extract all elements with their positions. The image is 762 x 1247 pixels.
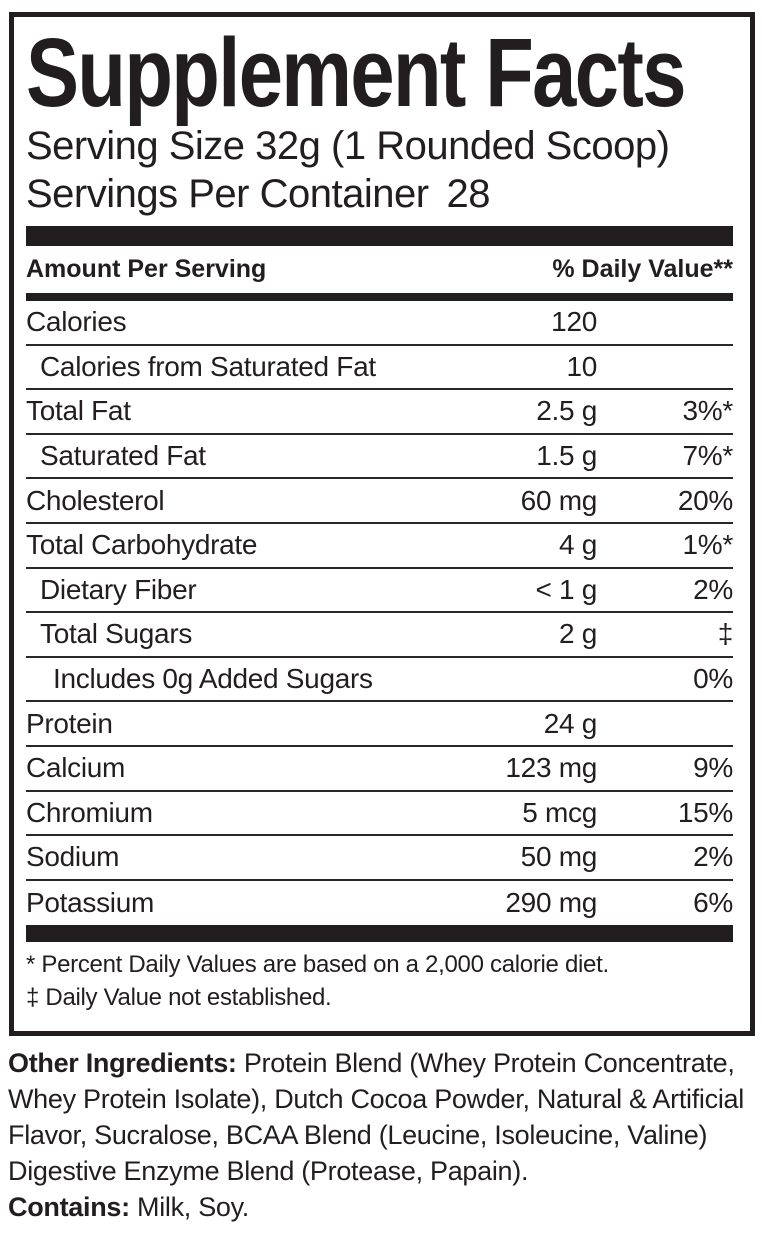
nutrient-daily-value: 2% bbox=[693, 841, 733, 873]
nutrient-daily-value: 1%* bbox=[682, 529, 734, 561]
nutrient-rows: Calories 120 Calories from Saturated Fat 10… bbox=[26, 301, 733, 925]
contains-text: Milk, Soy. bbox=[137, 1192, 250, 1222]
column-header-row: Amount Per Serving % Daily Value** bbox=[26, 246, 733, 293]
nutrient-name: Protein bbox=[26, 707, 113, 739]
thick-divider-bottom bbox=[26, 925, 733, 943]
nutrient-amount: 5 mcg bbox=[522, 796, 597, 828]
nutrient-name: Total Carbohydrate bbox=[26, 529, 258, 561]
amount-per-serving-header: Amount Per Serving bbox=[26, 255, 267, 283]
nutrient-amount: 2.5 g bbox=[536, 395, 597, 427]
table-row: Sodium 50 mg 2% bbox=[26, 836, 733, 881]
nutrient-daily-value: 15% bbox=[677, 796, 733, 828]
nutrient-name: Saturated Fat bbox=[40, 440, 206, 472]
servings-per-container-label: Servings Per Container bbox=[26, 172, 429, 216]
nutrient-name: Includes 0g Added Sugars bbox=[53, 663, 373, 695]
nutrient-name: Potassium bbox=[26, 887, 155, 919]
serving-info: Serving Size 32g (1 Rounded Scoop) Servi… bbox=[26, 122, 733, 218]
table-row: Total Sugars 2 g ‡ bbox=[26, 613, 733, 658]
serving-size: Serving Size 32g (1 Rounded Scoop) bbox=[26, 124, 670, 168]
footnote-dagger: ‡ Daily Value not established. bbox=[26, 984, 332, 1012]
table-row: Chromium 5 mcg 15% bbox=[26, 792, 733, 837]
nutrient-name: Chromium bbox=[26, 796, 153, 828]
other-ingredients-text: Protein Blend (Whey Protein Concentrate,… bbox=[8, 1048, 744, 1186]
nutrient-amount: 60 mg bbox=[520, 484, 598, 516]
nutrient-amount: 24 g bbox=[543, 707, 598, 739]
nutrient-amount: < 1 g bbox=[535, 573, 597, 605]
table-row: Protein 24 g bbox=[26, 702, 733, 747]
nutrient-amount: 2 g bbox=[558, 618, 597, 650]
nutrient-amount: 50 mg bbox=[520, 841, 598, 873]
nutrient-name: Cholesterol bbox=[26, 484, 165, 516]
servings-per-container: Servings Per Container 28 bbox=[26, 170, 733, 218]
nutrient-daily-value: 2% bbox=[693, 573, 733, 605]
nutrient-daily-value: 0% bbox=[693, 663, 733, 695]
table-row: Potassium 290 mg 6% bbox=[26, 881, 733, 926]
contains-label: Contains: bbox=[8, 1192, 130, 1222]
thick-divider-top bbox=[26, 226, 733, 246]
nutrient-name: Total Fat bbox=[26, 395, 131, 427]
other-ingredients-label: Other Ingredients: bbox=[8, 1048, 237, 1078]
nutrient-name: Calcium bbox=[26, 752, 126, 784]
table-row: Calories from Saturated Fat 10 bbox=[26, 346, 733, 391]
nutrient-name: Calories from Saturated Fat bbox=[40, 350, 376, 382]
daily-value-header: % Daily Value** bbox=[552, 255, 733, 283]
footnote-daily-values: * Percent Daily Values are based on a 2,… bbox=[26, 951, 609, 979]
nutrient-amount: 1.5 g bbox=[536, 440, 597, 472]
nutrient-amount: 290 mg bbox=[505, 887, 597, 919]
table-row: Dietary Fiber < 1 g 2% bbox=[26, 569, 733, 614]
nutrient-name: Total Sugars bbox=[40, 618, 193, 650]
nutrient-daily-value: ‡ bbox=[717, 618, 734, 650]
table-row: Includes 0g Added Sugars 0% bbox=[26, 658, 733, 703]
servings-per-container-value: 28 bbox=[446, 172, 491, 216]
table-row: Calories 120 bbox=[26, 301, 733, 346]
table-row: Total Fat 2.5 g 3%* bbox=[26, 390, 733, 435]
nutrient-daily-value: 3%* bbox=[682, 395, 734, 427]
nutrient-name: Sodium bbox=[26, 841, 120, 873]
nutrient-daily-value: 20% bbox=[677, 484, 733, 516]
table-row: Total Carbohydrate 4 g 1%* bbox=[26, 524, 733, 569]
nutrient-name: Calories bbox=[26, 306, 127, 338]
supplement-label-page: Supplement Facts Serving Size 32g (1 Rou… bbox=[0, 12, 762, 1247]
supplement-facts-panel: Supplement Facts Serving Size 32g (1 Rou… bbox=[9, 12, 755, 1036]
nutrient-daily-value: 6% bbox=[693, 887, 733, 919]
nutrient-amount: 4 g bbox=[558, 529, 597, 561]
nutrient-amount: 123 mg bbox=[505, 752, 597, 784]
other-ingredients-paragraph: Other Ingredients: Protein Blend (Whey P… bbox=[8, 1045, 760, 1189]
contains-line: Contains: Milk, Soy. bbox=[8, 1189, 760, 1225]
nutrient-name: Dietary Fiber bbox=[40, 573, 197, 605]
table-row: Cholesterol 60 mg 20% bbox=[26, 479, 733, 524]
medium-divider bbox=[26, 293, 733, 301]
nutrient-daily-value: 9% bbox=[693, 752, 733, 784]
table-row: Saturated Fat 1.5 g 7%* bbox=[26, 435, 733, 480]
table-row: Calcium 123 mg 9% bbox=[26, 747, 733, 792]
nutrient-daily-value: 7%* bbox=[682, 440, 734, 472]
footnotes: * Percent Daily Values are based on a 2,… bbox=[26, 948, 733, 1014]
nutrient-amount: 120 bbox=[551, 306, 597, 338]
nutrient-amount: 10 bbox=[566, 350, 597, 382]
panel-title: Supplement Facts bbox=[26, 18, 686, 127]
